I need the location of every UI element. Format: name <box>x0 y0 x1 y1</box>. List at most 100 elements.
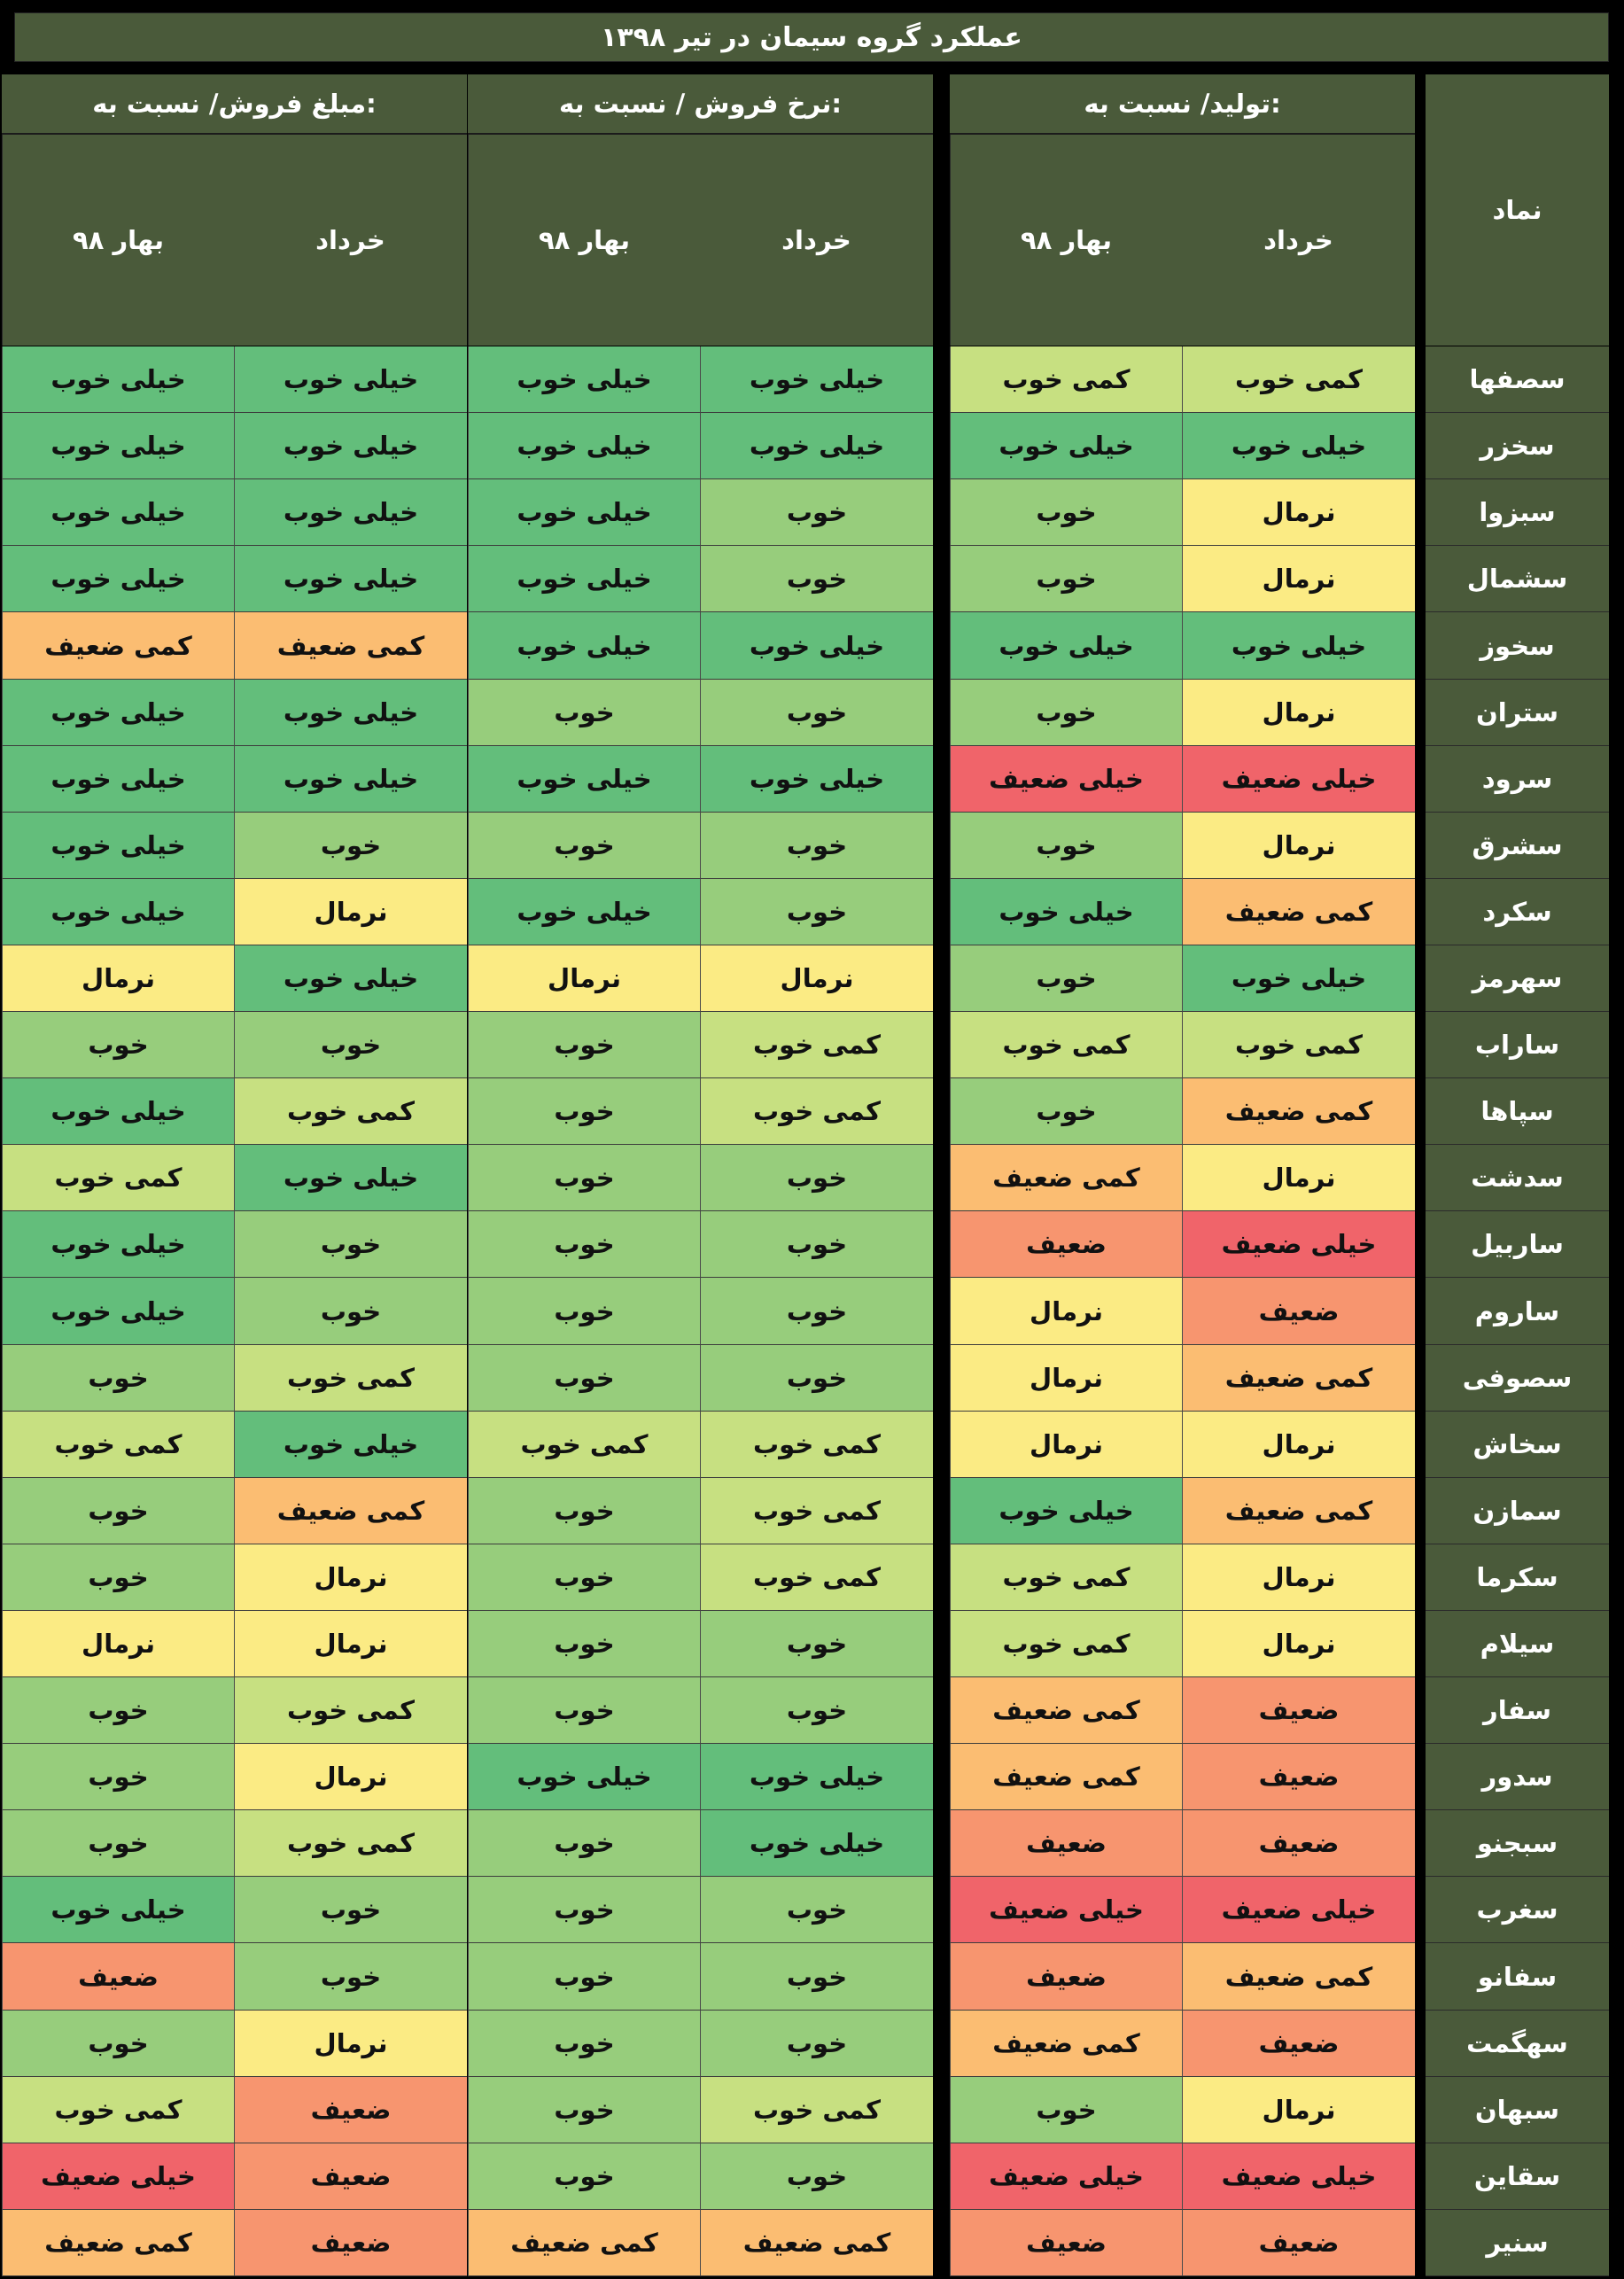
rating-cell-amount-khordad: خوب <box>234 1211 467 1278</box>
rating-cell-rate-spring98: خوب <box>468 1810 700 1877</box>
rating-cell-rate-spring98: خیلی خوب <box>468 746 700 813</box>
rating-cell-production-khordad: کمی خوب <box>1182 1012 1415 1078</box>
rating-cell-production-spring98: ضعیف <box>950 1211 1182 1278</box>
symbol-cell: ساربیل <box>1426 1211 1609 1278</box>
rating-cell-rate-khordad: خوب <box>700 1677 933 1744</box>
symbol-cell: سخاش <box>1426 1412 1609 1478</box>
rating-cell-amount-spring98: نرمال <box>2 1611 234 1677</box>
rating-cell-amount-khordad: خوب <box>234 1278 467 1345</box>
rating-cell-rate-spring98: خوب <box>468 680 700 746</box>
rating-cell-amount-spring98: خیلی خوب <box>2 479 234 546</box>
rating-cell-production-khordad: نرمال <box>1182 1145 1415 1211</box>
rating-cell-production-khordad: نرمال <box>1182 1412 1415 1478</box>
rating-cell-amount-khordad: کمی خوب <box>234 1078 467 1145</box>
rating-cell-production-spring98: کمی ضعیف <box>950 2011 1182 2077</box>
rating-cell-production-spring98: خیلی خوب <box>950 413 1182 479</box>
symbol-cell: سنیر <box>1426 2210 1609 2276</box>
rating-cell-production-khordad: نرمال <box>1182 1544 1415 1611</box>
rating-cell-rate-khordad: کمی خوب <box>700 1012 933 1078</box>
rating-cell-amount-khordad: نرمال <box>234 1611 467 1677</box>
rating-cell-rate-khordad: خوب <box>700 1611 933 1677</box>
rating-cell-production-spring98: نرمال <box>950 1278 1182 1345</box>
rating-cell-amount-khordad: خیلی خوب <box>234 479 467 546</box>
rating-cell-production-spring98: کمی ضعیف <box>950 1145 1182 1211</box>
rating-cell-rate-spring98: خوب <box>468 813 700 879</box>
rating-cell-amount-khordad: کمی خوب <box>234 1677 467 1744</box>
rating-cell-production-spring98: خیلی ضعیف <box>950 746 1182 813</box>
symbol-cell: سشمال <box>1426 546 1609 612</box>
rating-cell-amount-spring98: خیلی خوب <box>2 1078 234 1145</box>
symbol-cell: سهرمز <box>1426 945 1609 1012</box>
rating-cell-production-khordad: ضعیف <box>1182 2210 1415 2276</box>
rating-cell-amount-khordad: کمی خوب <box>234 1345 467 1412</box>
rating-cell-amount-khordad: خیلی خوب <box>234 945 467 1012</box>
rating-cell-rate-khordad: خوب <box>700 1345 933 1412</box>
rating-cell-amount-khordad: ضعیف <box>234 2143 467 2210</box>
rating-cell-amount-spring98: ضعیف <box>2 1943 234 2011</box>
rating-cell-production-khordad: ضعیف <box>1182 1278 1415 1345</box>
rating-cell-rate-khordad: خیلی خوب <box>700 612 933 680</box>
rating-cell-amount-spring98: خیلی خوب <box>2 413 234 479</box>
rating-cell-production-spring98: نرمال <box>950 1412 1182 1478</box>
rating-cell-production-spring98: خیلی خوب <box>950 1478 1182 1544</box>
rating-cell-amount-spring98: خیلی خوب <box>2 1278 234 1345</box>
rating-cell-rate-khordad: خوب <box>700 879 933 945</box>
rating-cell-production-spring98: کمی خوب <box>950 346 1182 413</box>
rating-cell-rate-khordad: خوب <box>700 1877 933 1943</box>
symbol-cell: سصفها <box>1426 346 1609 413</box>
rating-cell-amount-spring98: کمی خوب <box>2 1412 234 1478</box>
rating-cell-amount-khordad: خیلی خوب <box>234 546 467 612</box>
rating-cell-amount-khordad: خوب <box>234 1877 467 1943</box>
symbol-cell: ساروم <box>1426 1278 1609 1345</box>
symbol-cell: سغرب <box>1426 1877 1609 1943</box>
rating-cell-amount-spring98: خوب <box>2 1012 234 1078</box>
rating-cell-rate-spring98: خوب <box>468 1078 700 1145</box>
sales-amount-vs-khordad-header: خرداد <box>234 135 467 346</box>
rating-cell-amount-spring98: خوب <box>2 1544 234 1611</box>
symbol-cell: سبزوا <box>1426 479 1609 546</box>
rating-cell-production-spring98: خیلی خوب <box>950 879 1182 945</box>
rating-cell-rate-khordad: خوب <box>700 1145 933 1211</box>
rating-cell-rate-khordad: خوب <box>700 1278 933 1345</box>
rating-cell-production-spring98: خوب <box>950 1078 1182 1145</box>
symbol-cell: سمازن <box>1426 1478 1609 1544</box>
rating-cell-production-khordad: خیلی ضعیف <box>1182 1877 1415 1943</box>
rating-cell-rate-spring98: خوب <box>468 1278 700 1345</box>
rating-cell-rate-spring98: خیلی خوب <box>468 346 700 413</box>
rating-cell-production-spring98: ضعیف <box>950 2210 1182 2276</box>
rating-cell-production-khordad: ضعیف <box>1182 2011 1415 2077</box>
symbol-column-header: نماد <box>1426 74 1609 346</box>
rating-cell-amount-khordad: خوب <box>234 813 467 879</box>
rating-cell-production-khordad: نرمال <box>1182 479 1415 546</box>
sales-amount-group-header: مبلغ فروش/ نسبت به: <box>2 74 467 135</box>
rating-cell-production-spring98: خوب <box>950 2077 1182 2143</box>
rating-cell-production-spring98: خوب <box>950 945 1182 1012</box>
rating-cell-rate-spring98: خوب <box>468 1211 700 1278</box>
rating-cell-production-khordad: نرمال <box>1182 1611 1415 1677</box>
rating-cell-production-spring98: کمی ضعیف <box>950 1677 1182 1744</box>
symbol-cell: سخوز <box>1426 612 1609 680</box>
rating-cell-rate-khordad: نرمال <box>700 945 933 1012</box>
rating-cell-amount-spring98: خوب <box>2 1744 234 1810</box>
rating-cell-amount-spring98: خیلی خوب <box>2 1211 234 1278</box>
rating-cell-production-khordad: نرمال <box>1182 813 1415 879</box>
rating-cell-production-khordad: خیلی ضعیف <box>1182 2143 1415 2210</box>
rating-cell-amount-khordad: نرمال <box>234 879 467 945</box>
rating-cell-production-spring98: خوب <box>950 479 1182 546</box>
rating-cell-amount-spring98: خوب <box>2 2011 234 2077</box>
symbol-cell: سقاین <box>1426 2143 1609 2210</box>
rating-cell-production-spring98: کمی ضعیف <box>950 1744 1182 1810</box>
rating-cell-production-spring98: نرمال <box>950 1345 1182 1412</box>
rating-cell-production-khordad: کمی ضعیف <box>1182 879 1415 945</box>
symbol-cell: سکرما <box>1426 1544 1609 1611</box>
rating-cell-amount-khordad: ضعیف <box>234 2210 467 2276</box>
rating-cell-production-spring98: کمی خوب <box>950 1012 1182 1078</box>
rating-cell-production-spring98: خیلی ضعیف <box>950 1877 1182 1943</box>
rating-cell-amount-spring98: خوب <box>2 1478 234 1544</box>
rating-cell-rate-khordad: خیلی خوب <box>700 746 933 813</box>
rating-cell-rate-spring98: خوب <box>468 1943 700 2011</box>
rating-cell-amount-spring98: خیلی خوب <box>2 346 234 413</box>
rating-cell-amount-khordad: خیلی خوب <box>234 413 467 479</box>
rating-cell-rate-khordad: خوب <box>700 1943 933 2011</box>
rating-cell-amount-spring98: نرمال <box>2 945 234 1012</box>
